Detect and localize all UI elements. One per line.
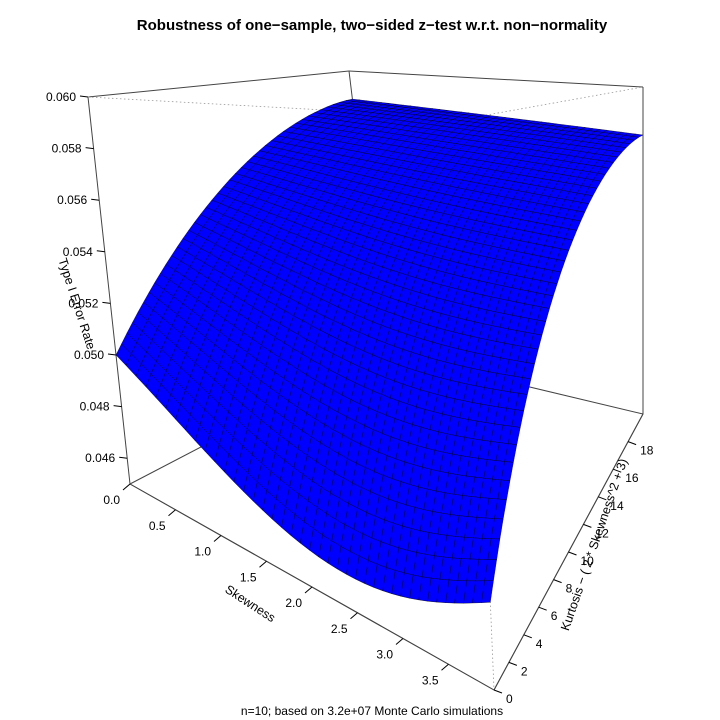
x-tick-label: 1.5 xyxy=(240,570,257,584)
y-tick-mark xyxy=(613,468,622,473)
chart-title: Robustness of one−sample, two−sided z−te… xyxy=(137,17,608,34)
y-tick-label: 16 xyxy=(625,471,639,485)
box-edge-hidden xyxy=(469,86,644,119)
x-tick-label: 1.0 xyxy=(194,545,211,559)
y-tick-label: 4 xyxy=(536,637,543,651)
x-tick-label: 2.0 xyxy=(285,596,302,610)
y-tick-label: 10 xyxy=(581,554,595,568)
y-tick-label: 6 xyxy=(551,609,558,623)
y-tick-mark xyxy=(553,579,562,584)
z-tick-mark xyxy=(102,301,111,304)
y-tick-mark xyxy=(627,441,637,446)
y-tick-mark xyxy=(583,523,592,528)
x-tick-label: 2.5 xyxy=(331,622,348,636)
z-tick-label: 0.054 xyxy=(63,245,93,259)
z-tick-mark xyxy=(85,147,94,150)
y-axis-label: Kurtosis − ( 2 * Skewness^2 + 3) xyxy=(558,457,630,633)
box-edge xyxy=(87,96,131,485)
x-tick-mark xyxy=(213,535,222,542)
y-tick-label: 18 xyxy=(640,444,654,458)
z-tick-label: 0.056 xyxy=(57,193,87,207)
z-tick-label: 0.060 xyxy=(46,90,76,104)
z-tick-mark xyxy=(91,198,100,201)
y-tick-label: 0 xyxy=(506,692,513,706)
box-edge xyxy=(87,70,350,98)
z-tick-label: 0.050 xyxy=(74,348,104,362)
x-tick-mark xyxy=(168,509,176,517)
x-tick-label: 0.5 xyxy=(149,519,166,533)
x-tick-mark xyxy=(122,483,131,491)
z-tick-mark xyxy=(96,250,105,253)
x-axis-ticks: 0.0 0.5 1.0 1.5 2.0 2.5 3.0 3.5 xyxy=(103,483,449,687)
x-tick-mark xyxy=(441,663,449,671)
y-tick-mark xyxy=(508,661,518,666)
z-tick-mark xyxy=(79,95,89,98)
z-tick-mark xyxy=(119,456,128,459)
y-tick-mark xyxy=(523,634,532,639)
y-tick-label: 8 xyxy=(566,582,573,596)
z-tick-label: 0.046 xyxy=(85,451,115,465)
box-edge xyxy=(348,70,644,88)
y-tick-label: 2 xyxy=(521,664,528,678)
x-tick-mark xyxy=(395,638,404,645)
x-tick-mark xyxy=(259,560,267,568)
y-tick-label: 14 xyxy=(610,499,624,513)
y-tick-label: 12 xyxy=(595,526,609,540)
z-axis-ticks: 0.046 0.048 0.050 0.052 0.054 0.056 0.058 0.060 xyxy=(46,90,128,465)
z-tick-label: 0.058 xyxy=(52,142,82,156)
x-tick-label: 3.0 xyxy=(376,648,393,662)
x-tick-label: 3.5 xyxy=(422,673,439,687)
chart-subtitle: n=10; based on 3.2e+07 Monte Carlo simul… xyxy=(241,704,503,718)
surface-mesh xyxy=(115,98,644,604)
y-tick-mark xyxy=(568,551,577,556)
x-axis-label: Skewness xyxy=(222,582,277,625)
z-tick-label: 0.048 xyxy=(80,400,110,414)
x-tick-mark xyxy=(350,612,358,620)
x-tick-mark xyxy=(304,586,313,594)
y-tick-mark xyxy=(493,689,503,694)
surface-facet xyxy=(115,343,132,366)
z-tick-label: 0.052 xyxy=(68,296,98,310)
x-tick-label: 0.0 xyxy=(103,493,120,507)
y-tick-mark xyxy=(598,496,607,501)
y-tick-mark xyxy=(538,606,547,611)
z-tick-mark xyxy=(113,405,122,408)
z-tick-mark xyxy=(107,353,117,356)
